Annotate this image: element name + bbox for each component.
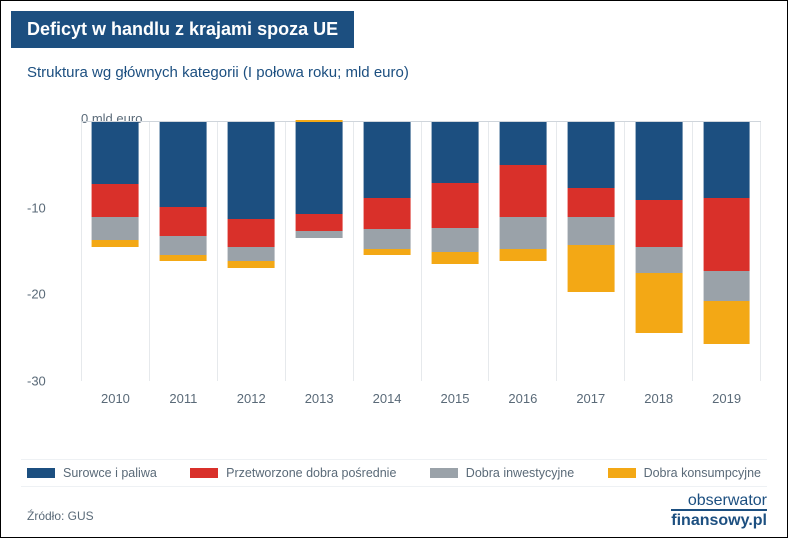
bar-segment bbox=[499, 217, 546, 248]
y-tick-label: -30 bbox=[27, 374, 77, 389]
bar-segment bbox=[228, 261, 275, 268]
x-tick-label: 2013 bbox=[286, 391, 353, 406]
bar-segment bbox=[703, 271, 750, 300]
bars-container: 2010201120122013201420152016201720182019 bbox=[81, 122, 761, 381]
bar-segment bbox=[567, 245, 614, 292]
bar-segment bbox=[499, 165, 546, 217]
bar-group: 2011 bbox=[150, 122, 218, 381]
legend-item: Dobra konsumpcyjne bbox=[608, 466, 761, 480]
bar-segment bbox=[296, 120, 343, 122]
bar-group: 2012 bbox=[218, 122, 286, 381]
bar-segment bbox=[635, 200, 682, 247]
x-tick-label: 2012 bbox=[218, 391, 285, 406]
bar-segment bbox=[567, 122, 614, 188]
legend-item: Dobra inwestycyjne bbox=[430, 466, 574, 480]
bar-segment bbox=[364, 122, 411, 198]
bar-segment bbox=[228, 219, 275, 247]
bar-segment bbox=[432, 228, 479, 252]
bar-segment bbox=[160, 236, 207, 255]
bar-segment bbox=[635, 273, 682, 334]
bar-stack bbox=[228, 122, 275, 268]
bar-stack bbox=[635, 122, 682, 333]
bar-stack bbox=[432, 122, 479, 264]
bar-segment bbox=[228, 122, 275, 219]
bar-segment bbox=[499, 249, 546, 261]
legend-item: Przetworzone dobra pośrednie bbox=[190, 466, 396, 480]
bar-segment bbox=[296, 214, 343, 231]
y-tick-label: -20 bbox=[27, 287, 77, 302]
brand-logo: obserwator finansowy.pl bbox=[671, 493, 767, 529]
bar-segment bbox=[160, 207, 207, 236]
bar-group: 2015 bbox=[422, 122, 490, 381]
bar-segment bbox=[296, 231, 343, 238]
bar-group: 2017 bbox=[557, 122, 625, 381]
bar-segment bbox=[296, 122, 343, 214]
brand-line1: obserwator bbox=[671, 493, 767, 509]
bar-group: 2013 bbox=[286, 122, 354, 381]
bar-segment bbox=[92, 240, 139, 247]
bar-stack bbox=[567, 122, 614, 292]
bar-segment bbox=[567, 217, 614, 245]
legend-swatch bbox=[430, 468, 458, 478]
bar-stack bbox=[92, 122, 139, 247]
bar-segment bbox=[432, 252, 479, 264]
bar-segment bbox=[364, 229, 411, 248]
bar-segment bbox=[92, 184, 139, 217]
bar-segment bbox=[228, 247, 275, 261]
bar-segment bbox=[703, 198, 750, 271]
x-tick-label: 2014 bbox=[354, 391, 421, 406]
x-tick-label: 2017 bbox=[557, 391, 624, 406]
bar-segment bbox=[432, 122, 479, 183]
x-tick-label: 2010 bbox=[82, 391, 149, 406]
bar-stack bbox=[703, 122, 750, 344]
chart-subtitle: Struktura wg głównych kategorii (I połow… bbox=[27, 64, 787, 81]
bar-segment bbox=[703, 122, 750, 198]
bar-segment bbox=[92, 122, 139, 184]
bar-segment bbox=[160, 255, 207, 260]
x-tick-label: 2016 bbox=[489, 391, 556, 406]
bar-segment bbox=[567, 188, 614, 217]
x-tick-label: 2015 bbox=[422, 391, 489, 406]
bar-segment bbox=[635, 247, 682, 273]
y-tick-label: -10 bbox=[27, 200, 77, 215]
legend-label: Przetworzone dobra pośrednie bbox=[226, 466, 396, 480]
legend-swatch bbox=[27, 468, 55, 478]
bar-segment bbox=[499, 122, 546, 165]
legend-swatch bbox=[608, 468, 636, 478]
bar-stack bbox=[160, 122, 207, 261]
x-tick-label: 2019 bbox=[693, 391, 760, 406]
legend-label: Dobra konsumpcyjne bbox=[644, 466, 761, 480]
bar-segment bbox=[364, 198, 411, 229]
bar-group: 2018 bbox=[625, 122, 693, 381]
bar-segment bbox=[364, 249, 411, 256]
bar-stack bbox=[499, 122, 546, 261]
legend: Surowce i paliwa Przetworzone dobra pośre… bbox=[21, 459, 767, 487]
x-tick-label: 2011 bbox=[150, 391, 217, 406]
bar-segment bbox=[432, 183, 479, 228]
brand-line2: finansowy.pl bbox=[671, 509, 767, 529]
bar-group: 2019 bbox=[693, 122, 761, 381]
bar-segment bbox=[635, 122, 682, 200]
source-text: Źródło: GUS bbox=[27, 509, 94, 523]
bar-segment bbox=[703, 301, 750, 344]
chart-title: Deficyt w handlu z krajami spoza UE bbox=[11, 11, 354, 48]
bar-segment bbox=[160, 122, 207, 207]
bar-group: 2016 bbox=[489, 122, 557, 381]
legend-item: Surowce i paliwa bbox=[27, 466, 157, 480]
bar-group: 2010 bbox=[81, 122, 150, 381]
legend-label: Surowce i paliwa bbox=[63, 466, 157, 480]
bar-stack bbox=[296, 122, 343, 238]
chart-area: 0 mld euro 20102011201220132014201520162… bbox=[27, 109, 767, 429]
x-tick-label: 2018 bbox=[625, 391, 692, 406]
legend-swatch bbox=[190, 468, 218, 478]
legend-label: Dobra inwestycyjne bbox=[466, 466, 574, 480]
plot-region: 2010201120122013201420152016201720182019 bbox=[81, 121, 761, 381]
bar-group: 2014 bbox=[354, 122, 422, 381]
bar-stack bbox=[364, 122, 411, 255]
bar-segment bbox=[92, 217, 139, 240]
